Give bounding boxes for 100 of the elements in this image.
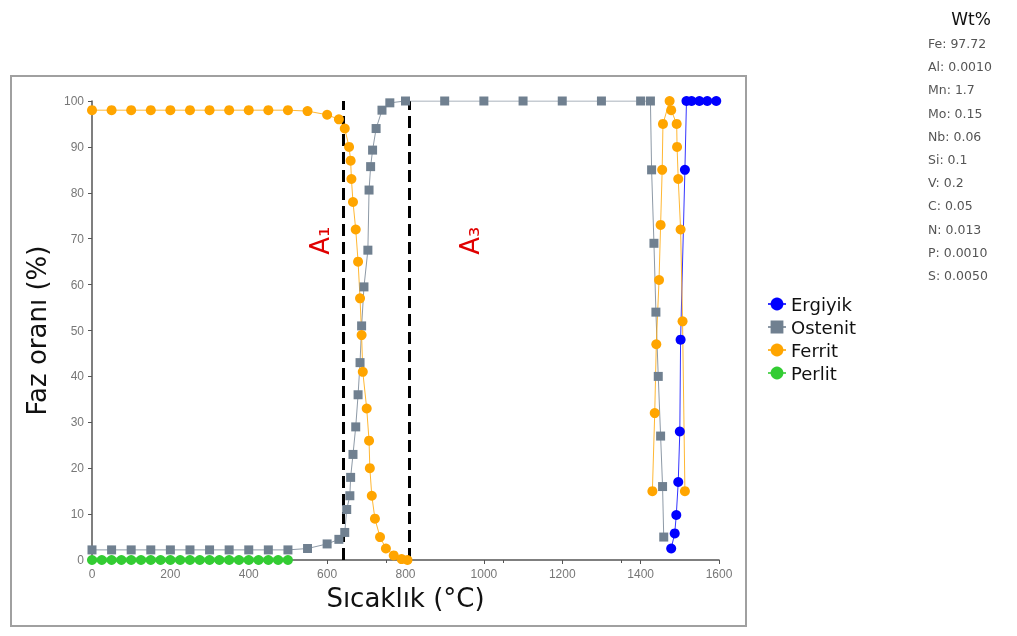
- point: [302, 106, 313, 117]
- point: [282, 555, 293, 565]
- point: [377, 105, 387, 115]
- point: [674, 426, 685, 437]
- point: [657, 118, 668, 129]
- point: [224, 545, 234, 555]
- point: [388, 550, 399, 561]
- point: [672, 141, 683, 152]
- point: [155, 555, 166, 565]
- point: [518, 96, 528, 106]
- point: [364, 185, 374, 195]
- point: [647, 486, 658, 497]
- x-tick-label: 800: [395, 567, 416, 581]
- point: [283, 545, 293, 555]
- point: [346, 472, 356, 482]
- point: [107, 545, 117, 555]
- point: [671, 118, 682, 129]
- point: [350, 224, 361, 235]
- point: [243, 555, 254, 565]
- x-axis-title: Sıcaklık (°C): [326, 582, 485, 613]
- point: [348, 196, 358, 207]
- point: [322, 539, 332, 549]
- point: [116, 555, 127, 565]
- x-tick-label: 0: [88, 567, 96, 581]
- text: Wt%: [950, 8, 992, 31]
- point: [185, 545, 195, 555]
- point: [145, 105, 156, 116]
- x-tick-label: 1600: [705, 567, 733, 581]
- x-tick-label: 1400: [627, 567, 655, 581]
- point: [366, 162, 376, 172]
- y-tick-label: 30: [70, 415, 85, 430]
- point: [184, 105, 195, 116]
- point: [263, 545, 273, 555]
- text: P: 0.0010: [928, 243, 989, 262]
- point: [165, 545, 175, 555]
- point: [145, 555, 156, 565]
- point: [87, 545, 97, 555]
- legend-label: Ostenit: [791, 316, 857, 338]
- x-tick-label: 200: [160, 567, 181, 581]
- point: [126, 555, 137, 565]
- point: [194, 555, 205, 565]
- point: [596, 96, 606, 106]
- point: [204, 555, 215, 565]
- y-tick-label: 40: [70, 369, 85, 384]
- text: S: 0.0050: [928, 267, 989, 286]
- point: [363, 245, 373, 255]
- y-tick-label: 100: [63, 94, 85, 108]
- point: [126, 545, 136, 555]
- point: [557, 96, 567, 106]
- point: [224, 105, 235, 116]
- point: [659, 532, 669, 542]
- point: [345, 155, 356, 166]
- point: [711, 96, 722, 106]
- point: [355, 293, 366, 304]
- legend-label: Perlit: [791, 362, 837, 384]
- point: [357, 366, 368, 377]
- ref-line-label: A₁: [304, 226, 335, 255]
- point: [675, 224, 686, 235]
- point: [669, 528, 680, 539]
- point: [233, 555, 244, 565]
- point: [351, 422, 361, 432]
- legend-label: Ergiyik: [791, 293, 853, 315]
- point: [359, 282, 369, 292]
- point: [657, 164, 668, 175]
- point: [342, 505, 352, 515]
- point: [368, 145, 378, 155]
- y-axis-title: Faz oranı (%): [22, 245, 52, 416]
- point: [204, 105, 215, 116]
- legend-label: Ferrit: [791, 339, 838, 361]
- point: [649, 238, 659, 248]
- text: Al: 0.0010: [928, 58, 993, 77]
- point: [322, 109, 333, 120]
- point: [364, 435, 375, 446]
- point: [340, 527, 350, 537]
- point: [146, 545, 156, 555]
- point: [440, 96, 450, 106]
- point: [679, 486, 690, 497]
- text: Fe: 97.72: [928, 35, 988, 53]
- point: [655, 219, 666, 230]
- point: [244, 545, 254, 555]
- text: Mn: 1.7: [928, 81, 976, 100]
- point: [224, 555, 235, 565]
- point: [106, 105, 117, 116]
- point: [355, 358, 365, 368]
- y-tick-label: 60: [70, 277, 85, 292]
- point: [87, 555, 97, 565]
- point: [353, 256, 364, 267]
- point: [353, 390, 363, 400]
- point: [653, 371, 663, 381]
- y-tick-label: 70: [70, 231, 85, 246]
- point: [647, 165, 657, 175]
- point: [656, 431, 666, 441]
- point: [273, 555, 284, 565]
- point: [645, 96, 655, 106]
- point: [106, 555, 117, 565]
- point: [371, 124, 381, 134]
- y-tick-label: 0: [77, 553, 85, 567]
- point: [303, 544, 313, 554]
- point: [675, 334, 686, 345]
- point: [366, 490, 377, 501]
